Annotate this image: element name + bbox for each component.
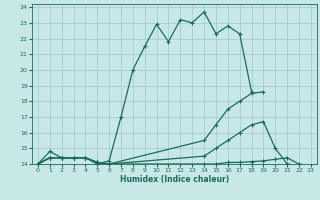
X-axis label: Humidex (Indice chaleur): Humidex (Indice chaleur) <box>120 175 229 184</box>
